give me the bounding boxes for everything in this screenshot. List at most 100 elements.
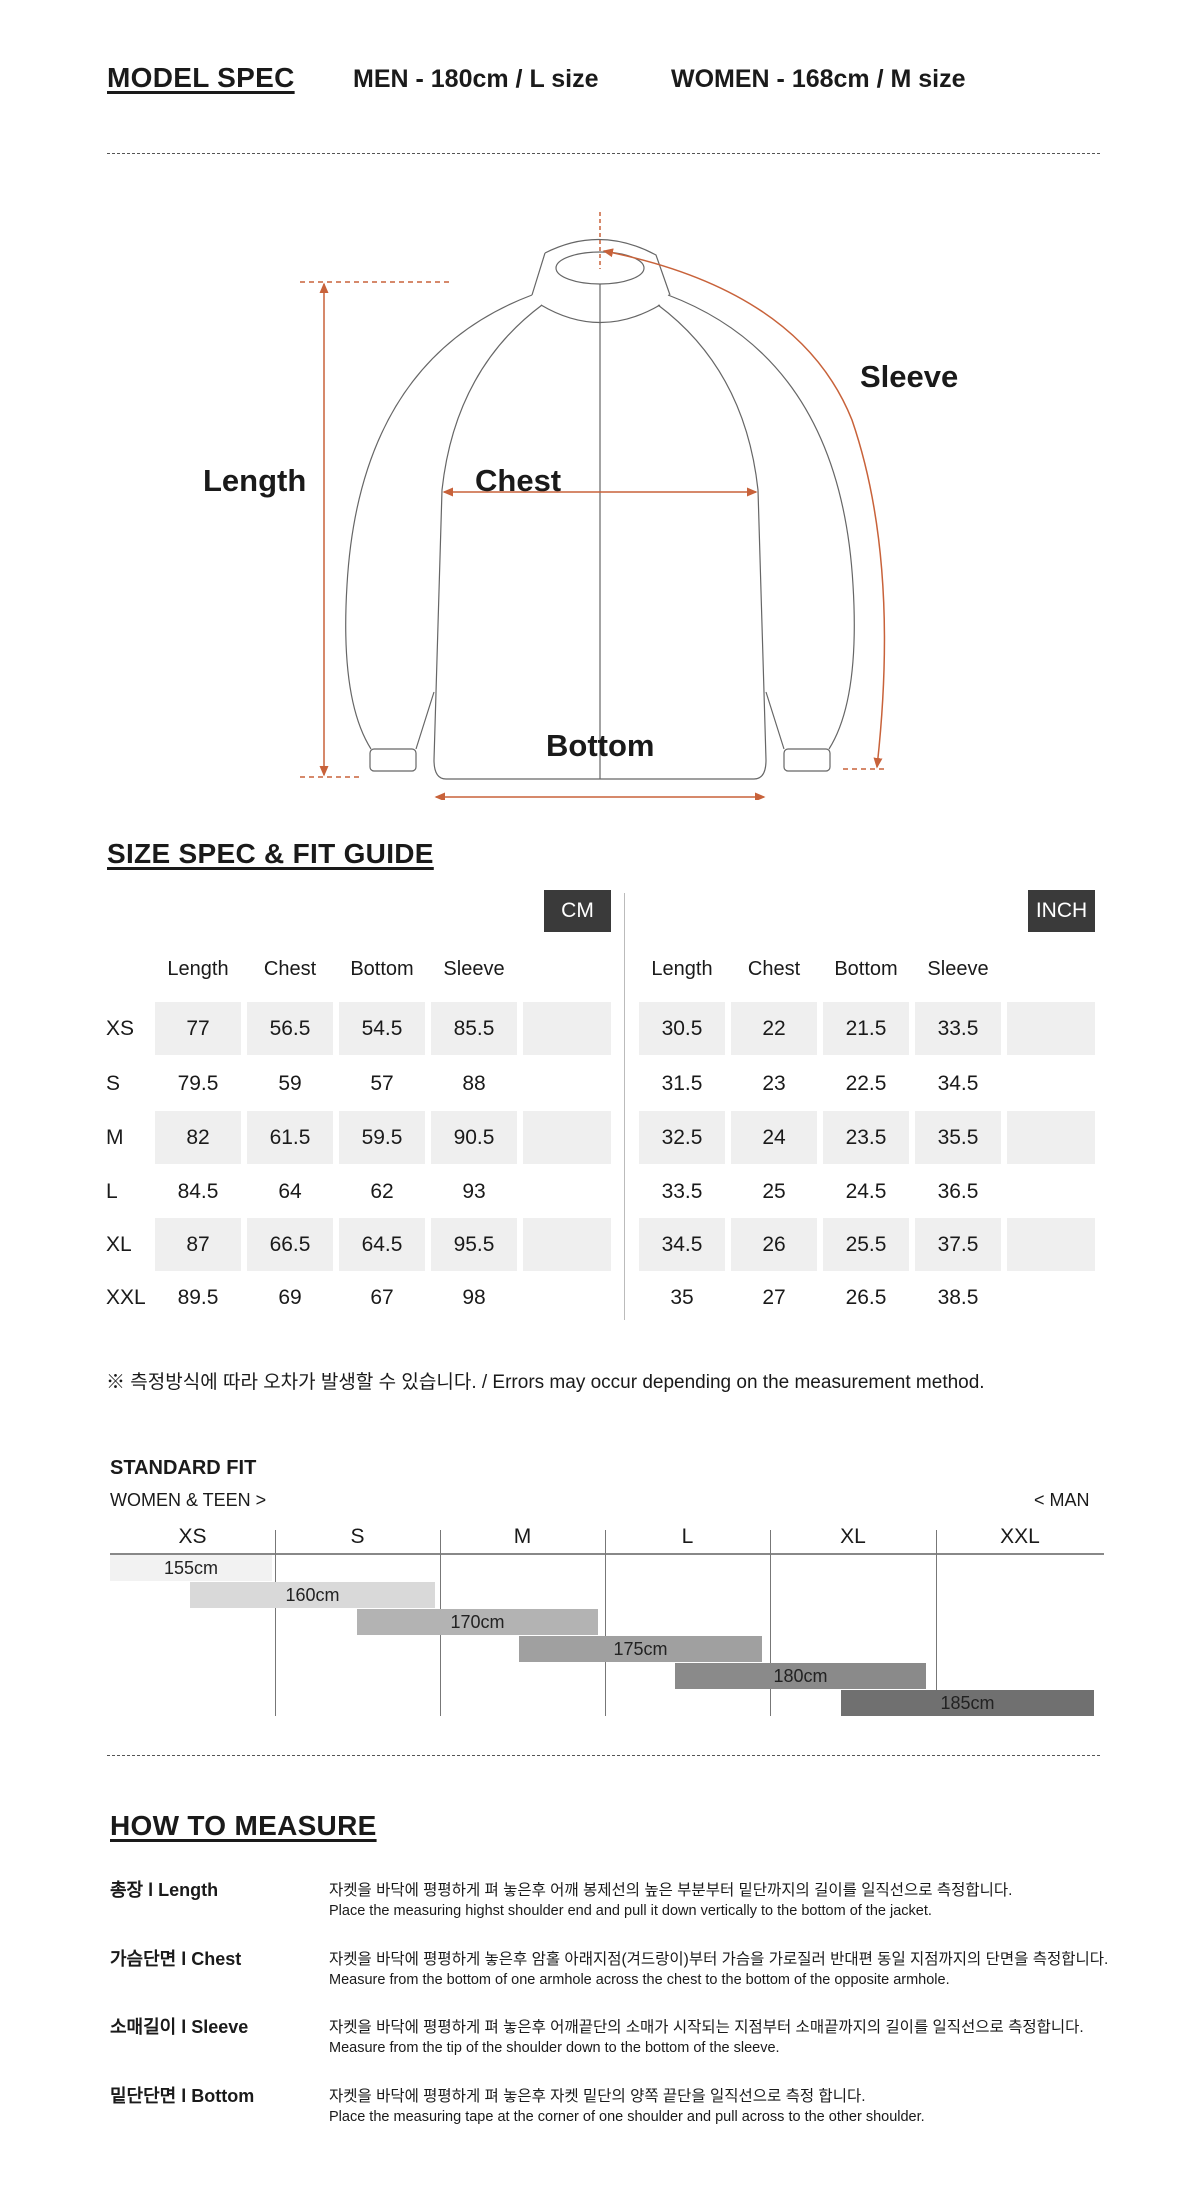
height-bar-155cm: 155cm (110, 1555, 272, 1581)
size-label: XS (106, 1017, 135, 1040)
inch-value: 24.5 (845, 1180, 887, 1203)
measure-label: 밑단단면 l Bottom (110, 2086, 255, 2106)
cell-bg (823, 1002, 909, 1055)
measure-desc-en: Place the measuring tape at the corner o… (329, 2109, 925, 2125)
cm-value: 57 (370, 1072, 394, 1095)
cm-value: 59.5 (361, 1126, 403, 1149)
column-header-cm: Length (167, 958, 229, 980)
standard-fit-title: STANDARD FIT (110, 1457, 257, 1479)
cm-value: 61.5 (269, 1126, 311, 1149)
cell-bg (1007, 1111, 1095, 1164)
cell-bg (823, 1111, 909, 1164)
inch-value: 32.5 (661, 1126, 703, 1149)
size-label: XL (106, 1233, 132, 1256)
cell-bg (339, 1218, 425, 1271)
inch-value: 26 (762, 1233, 786, 1256)
size-label: XXL (106, 1286, 146, 1309)
cell-bg (339, 1002, 425, 1055)
inch-value: 34.5 (661, 1233, 703, 1256)
cell-bg (523, 1111, 611, 1164)
sleeve-arrow (602, 248, 886, 769)
cell-bg (431, 1218, 517, 1271)
fit-size-s: S (350, 1525, 365, 1548)
cell-bg (523, 1002, 611, 1055)
cell-bg (431, 1002, 517, 1055)
inch-value: 23 (762, 1072, 786, 1095)
man-label: < MAN (1034, 1490, 1090, 1510)
cell-bg (155, 1002, 241, 1055)
cell-bg (339, 1111, 425, 1164)
inch-value: 22.5 (845, 1072, 887, 1095)
column-header-cm: Chest (263, 958, 317, 980)
size-label: L (106, 1180, 118, 1203)
cell-bg (639, 1218, 725, 1271)
fit-column-line (605, 1530, 606, 1716)
inch-value: 25 (762, 1180, 786, 1203)
cm-value: 79.5 (177, 1072, 219, 1095)
fit-size-xxl: XXL (1000, 1525, 1040, 1548)
model-spec-title: MODEL SPEC (107, 62, 295, 93)
cm-value: 64 (278, 1180, 302, 1203)
inch-value: 37.5 (937, 1233, 979, 1256)
height-bar-160cm: 160cm (190, 1582, 435, 1608)
inch-value: 31.5 (661, 1072, 703, 1095)
cell-bg (1007, 1002, 1095, 1055)
inch-value: 23.5 (845, 1126, 887, 1149)
fit-header-line (110, 1553, 1104, 1555)
measure-desc-ko: 자켓을 바닥에 평평하게 펴 놓은후 자켓 밑단의 양쪽 끝단을 일직선으로 측… (329, 2088, 866, 2105)
measure-desc-ko: 자켓을 바닥에 평평하게 놓은후 암홀 아래지점(겨드랑이)부터 가슴을 가로질… (329, 1951, 1109, 1968)
inch-value: 35.5 (937, 1126, 979, 1149)
cell-bg (155, 1218, 241, 1271)
fit-size-m: M (513, 1525, 532, 1548)
inch-value: 21.5 (845, 1017, 887, 1040)
table-divider (624, 893, 625, 1320)
inch-value: 27 (762, 1286, 786, 1309)
cell-bg (731, 1111, 817, 1164)
cell-bg (639, 1002, 725, 1055)
inch-value: 24 (762, 1126, 786, 1149)
cm-value: 69 (278, 1286, 302, 1309)
fit-size-l: L (681, 1525, 694, 1548)
label-chest: Chest (475, 463, 562, 498)
column-header-cm: Sleeve (443, 958, 505, 980)
cm-value: 54.5 (361, 1017, 403, 1040)
divider (107, 153, 1100, 154)
inch-value: 25.5 (845, 1233, 887, 1256)
cell-bg (247, 1218, 333, 1271)
measure-label: 가슴단면 l Chest (110, 1949, 242, 1969)
size-label: S (106, 1072, 121, 1095)
cm-badge: CM (544, 890, 611, 932)
cm-value: 87 (186, 1233, 210, 1256)
cell-bg (155, 1111, 241, 1164)
cell-bg (915, 1111, 1001, 1164)
cm-value: 77 (186, 1017, 210, 1040)
inch-value: 30.5 (661, 1017, 703, 1040)
measure-label: 소매길이 l Sleeve (110, 2017, 249, 2037)
cell-bg (1007, 1218, 1095, 1271)
cm-value: 67 (370, 1286, 394, 1309)
cell-bg (431, 1111, 517, 1164)
height-bar-180cm: 180cm (675, 1663, 926, 1689)
cell-bg (523, 1218, 611, 1271)
cm-value: 59 (278, 1072, 302, 1095)
measure-label: 총장 l Length (110, 1880, 219, 1900)
size-label: M (106, 1126, 124, 1149)
fit-column-line (770, 1530, 771, 1716)
fit-size-xl: XL (840, 1525, 866, 1548)
height-bar-175cm: 175cm (519, 1636, 762, 1662)
cm-value: 90.5 (453, 1126, 495, 1149)
cm-value: 95.5 (453, 1233, 495, 1256)
measure-desc-ko: 자켓을 바닥에 평평하게 펴 놓은후 어깨 봉제선의 높은 부분부터 밑단까지의… (329, 1882, 1013, 1899)
women-teen-label: WOMEN & TEEN > (110, 1490, 267, 1510)
label-sleeve: Sleeve (860, 359, 959, 394)
cell-bg (915, 1218, 1001, 1271)
cm-value: 56.5 (269, 1017, 311, 1040)
fit-column-line (936, 1530, 937, 1716)
size-spec-title: SIZE SPEC & FIT GUIDE (107, 838, 434, 869)
cell-bg (731, 1218, 817, 1271)
label-bottom: Bottom (546, 728, 655, 763)
column-header-inch: Sleeve (927, 958, 989, 980)
inch-value: 22 (762, 1017, 786, 1040)
model-spec-men: MEN - 180cm / L size (353, 65, 599, 93)
cm-value: 89.5 (177, 1286, 219, 1309)
